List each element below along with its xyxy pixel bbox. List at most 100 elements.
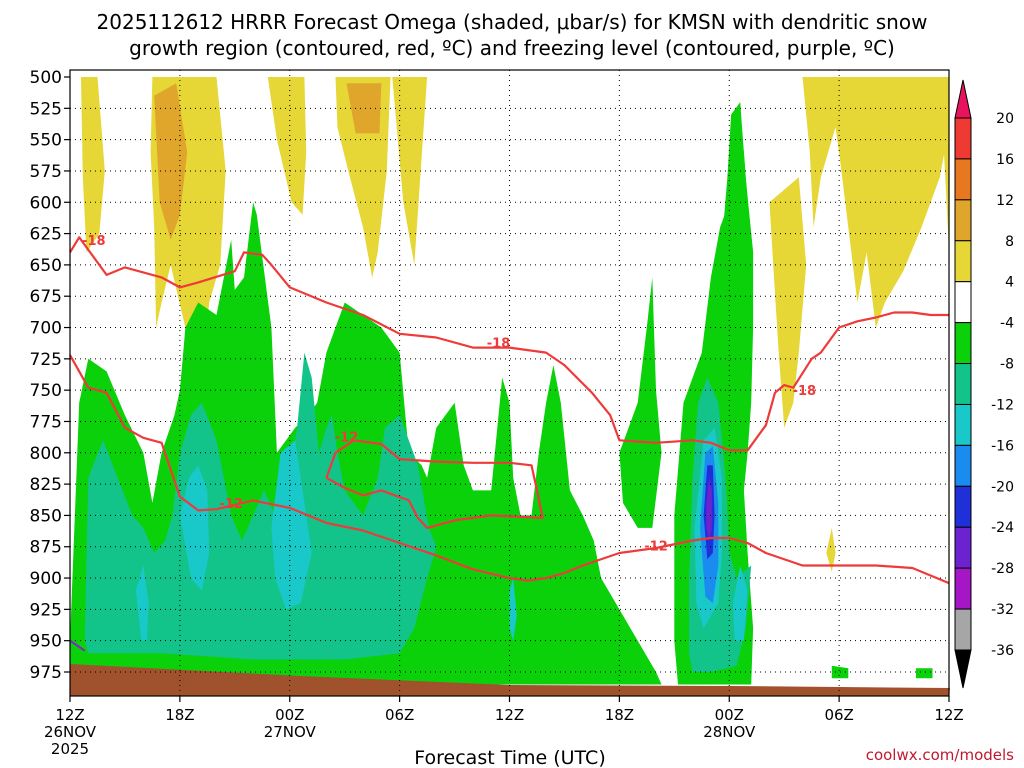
- y-tick-label: 525: [30, 99, 62, 119]
- freezing-level-line: [69, 639, 86, 652]
- colorbar-bottom-arrow: [954, 649, 972, 689]
- y-tick-label: 975: [30, 663, 62, 683]
- omega-neg12-region-1: [179, 465, 210, 591]
- x-tick-label: 12Z: [934, 706, 963, 724]
- contour-label: -12: [335, 431, 359, 446]
- colorbar-level-label: 16: [996, 152, 1014, 168]
- omega-pos-region-3: [154, 83, 188, 240]
- x-tick-label: 18Z: [605, 706, 634, 724]
- colorbar-level-label: -16: [991, 438, 1014, 454]
- colorbar-level-label: -20: [991, 479, 1014, 495]
- y-tick-label: 650: [30, 256, 62, 276]
- colorbar-level-label: -36: [991, 643, 1014, 659]
- dgz-contour-line-3: [325, 439, 544, 530]
- colorbar-level-label: 8: [1005, 234, 1014, 250]
- x-tick-label: 06Z: [824, 706, 853, 724]
- contour-label: -12: [219, 497, 243, 512]
- x-tick-label: 06Z: [385, 706, 414, 724]
- omega-neg12-region-6: [732, 565, 748, 641]
- colorbar-swatch: [954, 567, 972, 610]
- dgz-contour-line-1: [69, 236, 949, 452]
- y-tick-label: 825: [30, 475, 62, 495]
- x-tick-label: 12Z: [55, 706, 84, 724]
- omega-neg8-region-1: [84, 352, 437, 660]
- y-tick-label: 500: [30, 68, 62, 88]
- contour-label: -12: [644, 539, 668, 554]
- x-tick-date-label: 27NOV: [264, 723, 317, 741]
- title-line-1: 2025112612 HRRR Forecast Omega (shaded, …: [97, 10, 928, 34]
- colorbar-level-label: -8: [1000, 357, 1014, 373]
- y-tick-label: 925: [30, 600, 62, 620]
- dgz-contour-line-2: [69, 354, 950, 585]
- omega-pos-region-4: [267, 77, 307, 215]
- x-tick-year-label: 2025: [51, 740, 89, 758]
- colorbar-level-label: -24: [991, 520, 1014, 536]
- y-tick-label: 625: [30, 225, 62, 245]
- omega-neg4-region-4: [720, 102, 754, 265]
- ground-surface: [70, 664, 950, 696]
- omega-pos-region-6: [346, 83, 382, 134]
- omega-pos-region-11: [826, 527, 836, 572]
- colorbar-swatch: [954, 363, 972, 405]
- omega-neg24-region: [706, 477, 712, 541]
- colorbar-swatch: [954, 117, 972, 160]
- colorbar-swatch: [954, 444, 972, 487]
- omega-neg4-region-6: [916, 668, 933, 679]
- colorbar-swatch: [954, 526, 972, 569]
- contour-label: -18: [793, 384, 817, 399]
- omega-shading: [70, 77, 950, 696]
- omega-neg4-region-2: [619, 277, 662, 528]
- colorbar-swatch: [954, 240, 972, 283]
- colorbar-level-label: -4: [1000, 316, 1014, 332]
- omega-neg12-region-2: [271, 440, 312, 610]
- colorbar-swatch: [954, 199, 972, 242]
- y-tick-label: 575: [30, 162, 62, 182]
- y-tick-label: 800: [30, 444, 62, 464]
- credit-text: coolwx.com/models: [866, 746, 1014, 764]
- colorbar: 20 16 12 8 4 -4 -8 -12 -16 -20 -24 -28 -32 -36: [954, 79, 1014, 689]
- omega-neg12-region-3: [135, 565, 149, 641]
- colorbar-swatch: [954, 485, 972, 528]
- colorbar-swatch: [954, 322, 972, 365]
- contour-label: -18: [82, 234, 106, 249]
- omega-pos-region-1: [81, 77, 105, 253]
- x-tick-label: 00Z: [715, 706, 744, 724]
- chart-title: 2025112612 HRRR Forecast Omega (shaded, …: [97, 10, 928, 60]
- colorbar-swatch: [954, 158, 972, 201]
- y-tick-label: 725: [30, 350, 62, 370]
- omega-pos-region-7: [392, 77, 428, 265]
- y-tick-label: 550: [30, 131, 62, 151]
- y-tick-label: 950: [30, 632, 62, 652]
- colorbar-swatch: [954, 403, 972, 446]
- omega-pos-region-10: [939, 77, 949, 253]
- colorbar-top-arrow: [954, 79, 972, 119]
- x-tick-label: 18Z: [165, 706, 194, 724]
- plot-area: -18 -18 -18 -12 -12 -12: [69, 69, 950, 697]
- y-tick-label: 850: [30, 506, 62, 526]
- y-tick-label: 875: [30, 538, 62, 558]
- colorbar-level-label: 4: [1005, 275, 1014, 291]
- x-tick-date-label: 26NOV: [44, 723, 97, 741]
- title-line-2: growth region (contoured, red, ºC) and f…: [129, 36, 895, 60]
- y-tick-label: 775: [30, 412, 62, 432]
- x-axis-label: Forecast Time (UTC): [414, 747, 605, 768]
- y-tick-label: 600: [30, 193, 62, 213]
- colorbar-level-label: -28: [991, 561, 1014, 577]
- temperature-contours: -18 -18 -18 -12 -12 -12: [69, 234, 950, 652]
- y-tick-label: 750: [30, 381, 62, 401]
- colorbar-level-label: -32: [991, 602, 1014, 618]
- x-tick-label: 00Z: [275, 706, 304, 724]
- y-tick-label: 900: [30, 569, 62, 589]
- omega-neg12-region-4: [509, 578, 517, 641]
- x-tick-date-label: 28NOV: [703, 723, 756, 741]
- colorbar-swatch: [954, 281, 972, 324]
- y-tick-label: 675: [30, 287, 62, 307]
- colorbar-swatch: [954, 608, 972, 651]
- x-tick-label: 12Z: [495, 706, 524, 724]
- omega-pos-region-9: [769, 177, 807, 428]
- y-tick-label: 700: [30, 319, 62, 339]
- contour-label: -18: [487, 337, 511, 352]
- y-axis: 500 525 550 575 600 625 650 675 700 725 750 775 800 8…: [30, 68, 70, 683]
